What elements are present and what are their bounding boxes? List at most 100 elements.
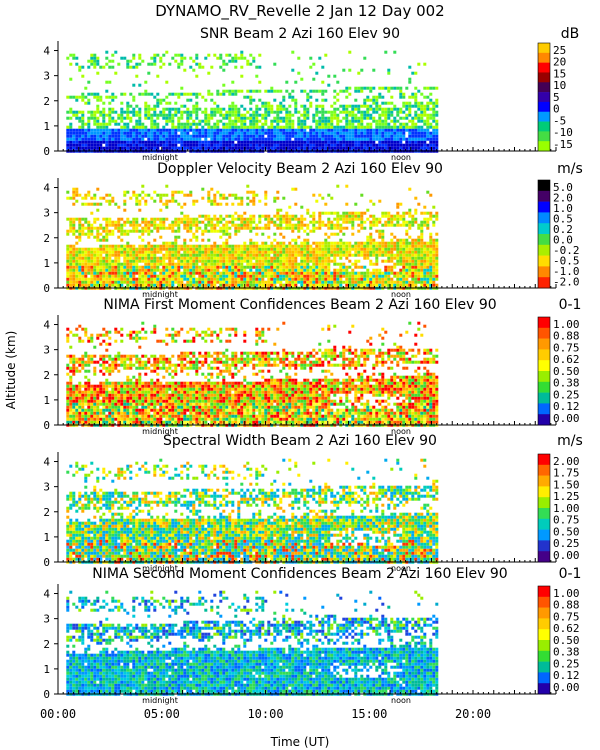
echo-cell [93, 235, 97, 239]
echo-cell [270, 268, 274, 272]
echo-cell [315, 277, 319, 281]
echo-cell [183, 92, 187, 96]
echo-cell [336, 247, 340, 251]
echo-cell [108, 223, 112, 227]
echo-cell [189, 143, 193, 147]
echo-cell [306, 232, 310, 236]
echo-cell [252, 214, 256, 218]
echo-cell [264, 193, 268, 197]
echo-cell [324, 131, 328, 135]
echo-cell [237, 259, 241, 263]
echo-cell [432, 143, 436, 147]
echo-cell [168, 223, 172, 227]
echo-cell [270, 125, 274, 129]
echo-cell [78, 262, 82, 266]
echo-cell [144, 128, 148, 132]
echo-cell [372, 101, 376, 105]
echo-cell [255, 232, 259, 236]
echo-cell [336, 214, 340, 218]
echo-cell [144, 92, 148, 96]
echo-cell [180, 244, 184, 248]
echo-cell [207, 280, 211, 284]
echo-cell [225, 131, 229, 135]
echo-cell [315, 128, 319, 132]
echo-cell [201, 119, 205, 123]
echo-cell [387, 71, 391, 75]
echo-cell [255, 283, 259, 287]
echo-cell [234, 232, 238, 236]
echo-cell [228, 122, 232, 126]
echo-cell [360, 143, 364, 147]
echo-cell [132, 223, 136, 227]
echo-cell [270, 119, 274, 123]
echo-cell [219, 229, 223, 233]
echo-cell [174, 92, 178, 96]
echo-cell [291, 214, 295, 218]
echo-cell [195, 104, 199, 108]
echo-cell [360, 283, 364, 287]
echo-cell [246, 265, 250, 269]
echo-cell [420, 113, 424, 117]
echo-cell [327, 110, 331, 114]
echo-cell [87, 235, 91, 239]
echo-cell [240, 283, 244, 287]
echo-cell [93, 265, 97, 269]
echo-cell [186, 253, 190, 257]
echo-cell [234, 250, 238, 254]
echo-cell [141, 229, 145, 233]
echo-cell [384, 107, 388, 111]
echo-cell [249, 101, 253, 105]
echo-cell [216, 229, 220, 233]
echo-cell [399, 217, 403, 221]
echo-cell [273, 250, 277, 254]
echo-cell [273, 131, 277, 135]
echo-cell [270, 137, 274, 141]
echo-cell [342, 244, 346, 248]
echo-cell [186, 274, 190, 278]
echo-cell [348, 274, 352, 278]
echo-cell [144, 202, 148, 206]
echo-cell [153, 131, 157, 135]
echo-cell [354, 274, 358, 278]
echo-cell [312, 241, 316, 245]
echo-cell [360, 110, 364, 114]
echo-cell [354, 119, 358, 123]
echo-cell [228, 250, 232, 254]
echo-cell [243, 244, 247, 248]
echo-cell [327, 193, 331, 197]
echo-cell [282, 98, 286, 102]
echo-cell [81, 268, 85, 272]
echo-cell [90, 196, 94, 200]
echo-cell [105, 232, 109, 236]
echo-cell [336, 122, 340, 126]
echo-cell [207, 89, 211, 93]
echo-cell [135, 217, 139, 221]
y-tick-label: 3 [43, 207, 50, 220]
echo-cell [111, 134, 115, 138]
echo-cell [168, 259, 172, 263]
echo-cell [147, 220, 151, 224]
echo-cell [135, 280, 139, 284]
echo-cell [288, 256, 292, 260]
echo-cell [381, 229, 385, 233]
echo-cell [114, 250, 118, 254]
echo-cell [237, 253, 241, 257]
echo-cell [294, 226, 298, 230]
echo-cell [183, 214, 187, 218]
echo-cell [195, 95, 199, 99]
echo-cell [138, 137, 142, 141]
echo-cell [426, 143, 430, 147]
echo-cell [306, 259, 310, 263]
echo-cell [402, 214, 406, 218]
echo-cell [384, 110, 388, 114]
echo-cell [390, 214, 394, 218]
echo-cell [408, 208, 412, 212]
echo-cell [246, 137, 250, 141]
echo-cell [120, 262, 124, 266]
echo-cell [285, 122, 289, 126]
echo-cell [228, 274, 232, 278]
echo-cell [249, 190, 253, 194]
echo-cell [228, 280, 232, 284]
echo-cell [174, 125, 178, 129]
echo-cell [321, 107, 325, 111]
